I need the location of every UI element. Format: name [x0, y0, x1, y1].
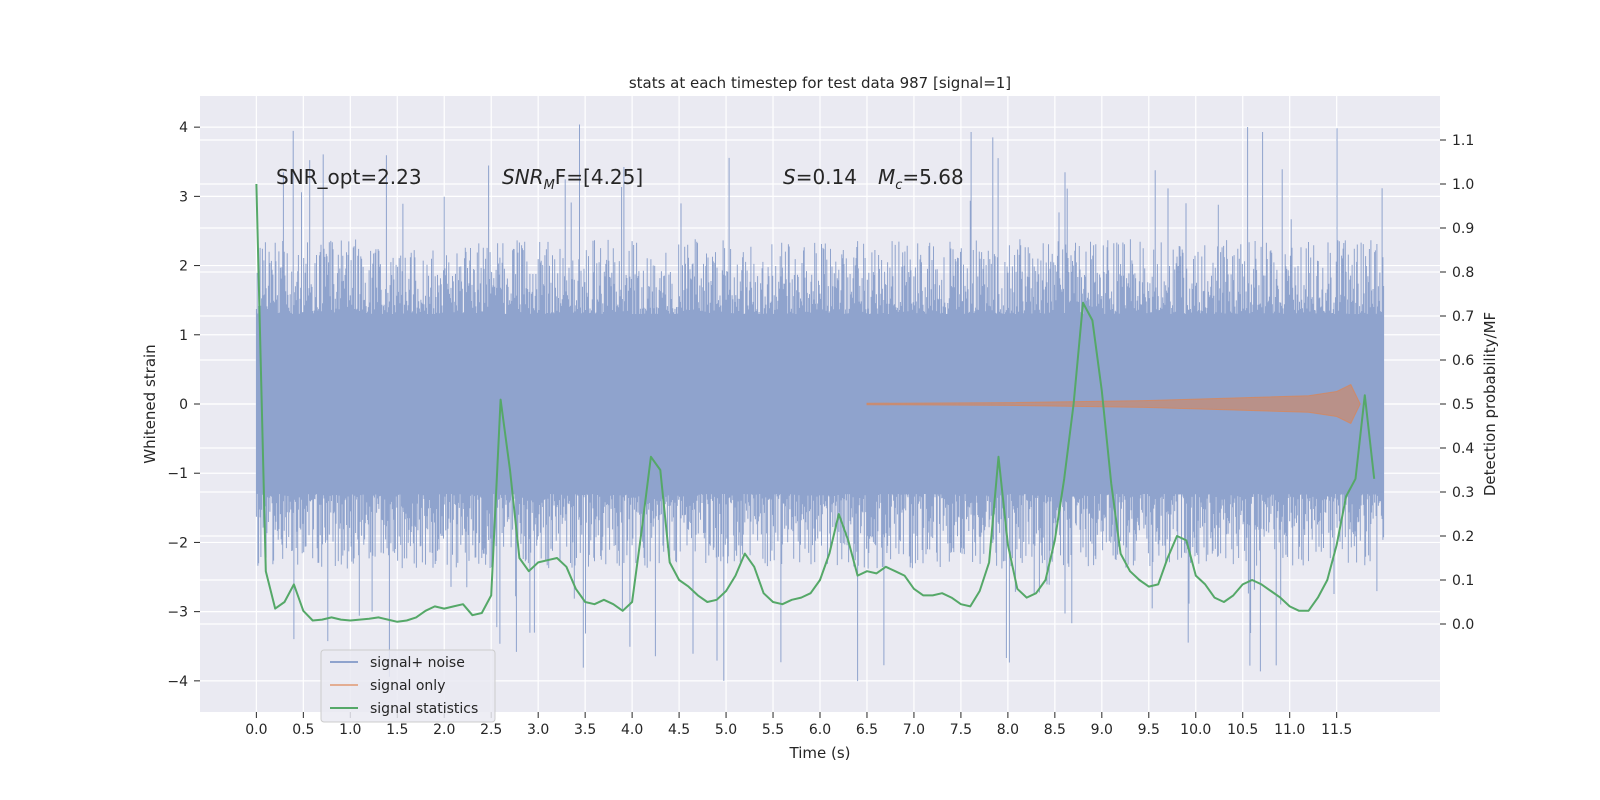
- legend: signal+ noise signal only signal statist…: [320, 649, 496, 723]
- s-annotation: S=0.14: [783, 165, 857, 189]
- x-tick-label: 1.5: [386, 722, 408, 738]
- y-left-tick-label: 2: [179, 259, 188, 275]
- y-right-tick-label: 0.8: [1452, 265, 1474, 281]
- y-left-tick-label: 4: [179, 120, 188, 136]
- y-right-tick-label: 0.7: [1452, 309, 1474, 325]
- y-right-tick-label: 0.1: [1452, 573, 1474, 589]
- y-left-tick-label: 1: [179, 328, 188, 344]
- x-axis-label: Time (s): [789, 744, 851, 762]
- signal-only-trace: [866, 383, 1361, 425]
- legend-label-noise: signal+ noise: [370, 655, 465, 671]
- x-tick-label: 3.5: [574, 722, 596, 738]
- mc-subscript: c: [895, 178, 902, 193]
- y-right-tick-label: 1.1: [1452, 133, 1474, 149]
- legend-label-signal: signal only: [370, 678, 445, 694]
- x-tick-label: 8.0: [997, 722, 1019, 738]
- snr-mf-annotation: SNRMF=[4.25]: [502, 165, 643, 193]
- mc-annotation: Mc=5.68: [878, 165, 964, 193]
- y-right-tick-label: 0.6: [1452, 353, 1474, 369]
- snr-mf-value: F=[4.25]: [555, 165, 643, 189]
- x-tick-label: 0.5: [292, 722, 314, 738]
- snr-mf-subscript: M: [544, 178, 555, 193]
- x-tick-label: 4.0: [621, 722, 643, 738]
- axes: 0.0 0.5 1.0 1.5 2.0 2.5 3.0 3.5 4.0 4.5 5.0 5.5 6.0 6…: [167, 120, 1474, 738]
- y-axis-left-label: Whitened strain: [141, 344, 159, 463]
- x-tick-label: 0.0: [245, 722, 267, 738]
- x-tick-label: 7.5: [950, 722, 972, 738]
- x-tick-label: 10.0: [1180, 722, 1211, 738]
- s-symbol: S: [783, 165, 796, 189]
- x-tick-label: 2.0: [433, 722, 455, 738]
- x-tick-label: 6.5: [856, 722, 878, 738]
- y-left-tick-label: −3: [167, 605, 188, 621]
- y-left-tick-label: −4: [167, 674, 188, 690]
- y-right-tick-label: 0.2: [1452, 529, 1474, 545]
- x-tick-label: 4.5: [668, 722, 690, 738]
- snr-opt-annotation: SNR_opt=2.23: [276, 165, 422, 189]
- mc-value: =5.68: [902, 165, 963, 189]
- y-left-tick-label: 3: [179, 189, 188, 205]
- x-tick-label: 11.5: [1321, 722, 1352, 738]
- chart-title: stats at each timestep for test data 987…: [629, 74, 1011, 92]
- x-tick-label: 2.5: [480, 722, 502, 738]
- x-tick-label: 6.0: [809, 722, 831, 738]
- y-left-tick-label: 0: [179, 397, 188, 413]
- x-tick-label: 10.5: [1227, 722, 1258, 738]
- x-tick-label: 7.0: [903, 722, 925, 738]
- legend-box: [320, 649, 496, 723]
- s-value: =0.14: [796, 165, 857, 189]
- series-signal-only: [866, 383, 1361, 425]
- snr-mf-symbol: SNR: [502, 165, 544, 189]
- y-right-tick-label: 0.9: [1452, 221, 1474, 237]
- x-tick-label: 5.5: [762, 722, 784, 738]
- y-left-tick-label: −1: [167, 466, 188, 482]
- x-tick-label: 9.5: [1138, 722, 1160, 738]
- y-right-tick-label: 0.0: [1452, 617, 1474, 633]
- y-right-tick-label: 0.5: [1452, 397, 1474, 413]
- x-tick-label: 9.0: [1091, 722, 1113, 738]
- mc-symbol: M: [878, 165, 895, 189]
- x-tick-label: 1.0: [339, 722, 361, 738]
- y-axis-right-label: Detection probability/MF: [1481, 312, 1499, 496]
- series-signal-statistics: [255, 183, 1376, 623]
- y-right-tick-label: 1.0: [1452, 177, 1474, 193]
- y-left-tick-label: −2: [167, 535, 188, 551]
- signal-statistics-line: [255, 183, 1376, 623]
- x-tick-label: 5.0: [715, 722, 737, 738]
- x-tick-label: 8.5: [1044, 722, 1066, 738]
- legend-label-stats: signal statistics: [370, 701, 478, 717]
- y-right-tick-label: 0.3: [1452, 485, 1474, 501]
- x-tick-label: 11.0: [1274, 722, 1305, 738]
- x-tick-label: 3.0: [527, 722, 549, 738]
- y-right-tick-label: 0.4: [1452, 441, 1474, 457]
